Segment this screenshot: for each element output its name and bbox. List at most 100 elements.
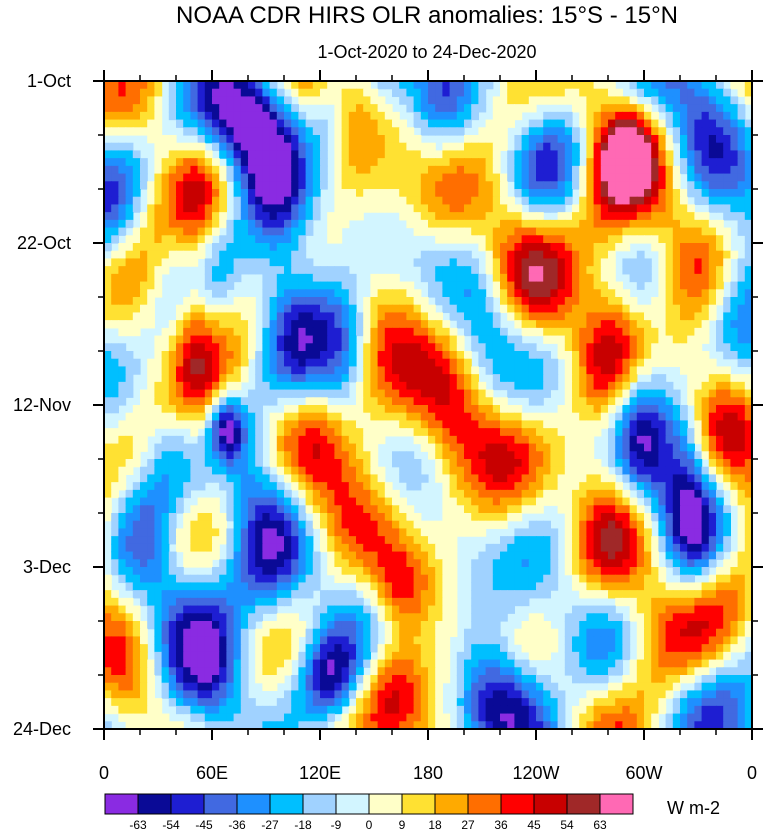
anomaly-cell [348, 119, 357, 128]
anomaly-cell [622, 366, 631, 375]
anomaly-cell [240, 466, 249, 476]
anomaly-cell [622, 528, 631, 537]
anomaly-cell [341, 96, 350, 105]
anomaly-cell [593, 304, 602, 314]
anomaly-cell [593, 173, 602, 182]
anomaly-cell [399, 204, 407, 213]
anomaly-cell [356, 482, 364, 491]
anomaly-cell [212, 111, 220, 121]
anomaly-cell [284, 474, 292, 483]
anomaly-cell [341, 497, 350, 506]
anomaly-cell [377, 374, 386, 383]
anomaly-cell [536, 374, 544, 383]
anomaly-cell [500, 551, 508, 560]
anomaly-cell [190, 412, 199, 422]
anomaly-cell [276, 88, 285, 98]
anomaly-cell [154, 551, 163, 560]
anomaly-cell [435, 96, 443, 105]
anomaly-cell [435, 235, 443, 244]
anomaly-cell [485, 428, 494, 437]
anomaly-cell [132, 505, 141, 514]
anomaly-cell [204, 111, 213, 121]
anomaly-cell [154, 96, 163, 105]
anomaly-cell [687, 559, 695, 568]
anomaly-cell [557, 289, 566, 298]
anomaly-cell [687, 281, 695, 290]
anomaly-cell [644, 520, 652, 530]
anomaly-cell [276, 304, 285, 314]
anomaly-cell [507, 212, 515, 221]
anomaly-cell [449, 111, 458, 121]
anomaly-cell [471, 435, 479, 445]
anomaly-cell [377, 289, 386, 298]
anomaly-cell [708, 281, 717, 290]
anomaly-cell [579, 320, 587, 329]
anomaly-cell [651, 243, 659, 252]
anomaly-cell [449, 520, 458, 530]
anomaly-cell [701, 96, 710, 105]
anomaly-cell [377, 366, 386, 375]
anomaly-cell [168, 320, 177, 329]
anomaly-cell [521, 497, 530, 506]
anomaly-cell [269, 111, 278, 121]
anomaly-cell [183, 111, 191, 121]
anomaly-cell [168, 343, 177, 352]
anomaly-cell [701, 451, 710, 460]
anomaly-cell [593, 428, 602, 437]
anomaly-cell [111, 150, 119, 159]
anomaly-cell [147, 358, 155, 368]
anomaly-cell [737, 212, 746, 221]
anomaly-cell [291, 289, 299, 298]
anomaly-cell [125, 312, 134, 321]
anomaly-cell [456, 196, 465, 206]
anomaly-cell [363, 158, 371, 167]
anomaly-cell [500, 459, 508, 468]
anomaly-cell [629, 119, 638, 128]
anomaly-cell [744, 96, 752, 105]
anomaly-cell [593, 505, 602, 514]
anomaly-cell [413, 405, 422, 414]
anomaly-cell [701, 150, 710, 159]
anomaly-cell [716, 405, 724, 414]
anomaly-cell [492, 281, 501, 290]
anomaly-cell [298, 536, 307, 545]
anomaly-cell [269, 474, 278, 483]
anomaly-cell [456, 173, 465, 182]
anomaly-cell [744, 258, 752, 267]
anomaly-cell [629, 366, 638, 375]
anomaly-cell [608, 320, 616, 329]
anomaly-cell [456, 459, 465, 468]
anomaly-cell [240, 142, 249, 152]
anomaly-cell [298, 520, 307, 530]
anomaly-cell [579, 173, 587, 182]
anomaly-cell [521, 482, 530, 491]
anomaly-cell [370, 405, 379, 414]
anomaly-cell [240, 443, 249, 452]
anomaly-cell [377, 474, 386, 483]
anomaly-cell [485, 196, 494, 206]
anomaly-cell [176, 528, 184, 537]
anomaly-cell [435, 204, 443, 213]
anomaly-cell [384, 204, 393, 213]
anomaly-cell [615, 397, 623, 406]
anomaly-cell [111, 474, 119, 483]
anomaly-cell [384, 405, 393, 414]
anomaly-cell [298, 505, 307, 514]
anomaly-cell [104, 366, 112, 375]
anomaly-cell [507, 297, 515, 306]
anomaly-cell [478, 227, 487, 236]
anomaly-cell [334, 111, 343, 121]
anomaly-cell [492, 119, 501, 128]
anomaly-cell [528, 165, 537, 175]
anomaly-cell [672, 297, 681, 306]
anomaly-cell [723, 366, 731, 375]
anomaly-cell [456, 335, 465, 344]
anomaly-cell [600, 88, 609, 98]
anomaly-cell [701, 528, 710, 537]
anomaly-cell [161, 196, 170, 206]
anomaly-cell [665, 150, 674, 159]
anomaly-cell [132, 420, 141, 429]
anomaly-cell [377, 320, 386, 329]
anomaly-cell [204, 227, 213, 236]
anomaly-cell [248, 96, 256, 105]
